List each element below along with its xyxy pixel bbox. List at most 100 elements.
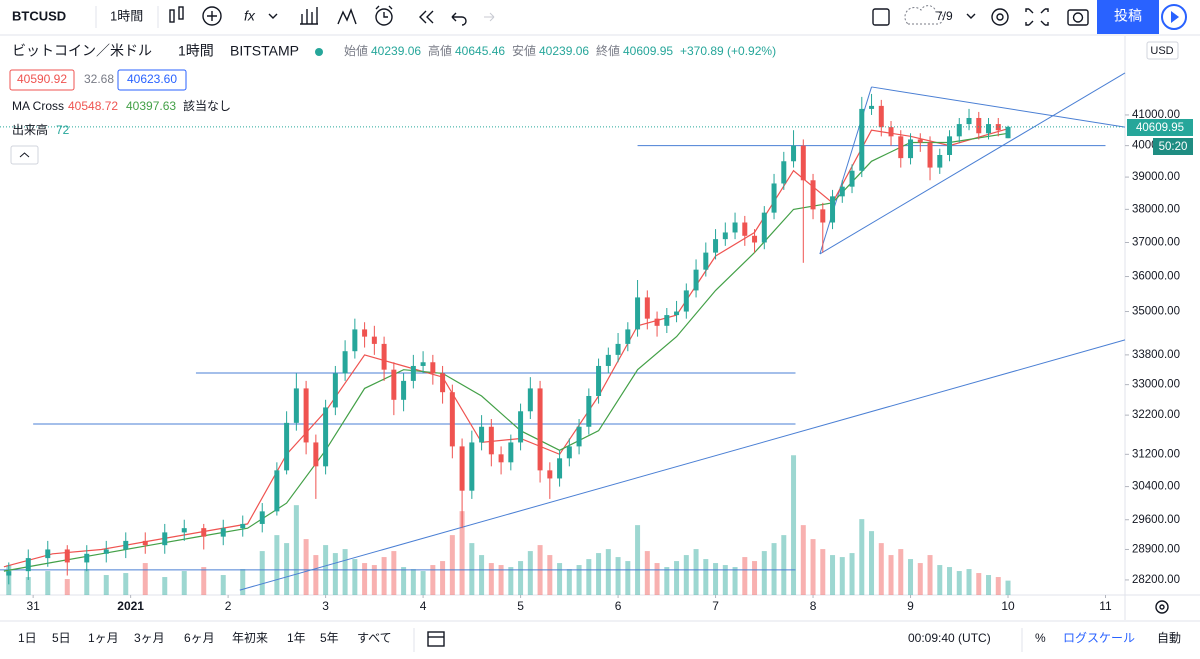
volume-bar [917, 563, 923, 595]
volume-bar [976, 573, 982, 595]
price-labels: USD 40609.95 50:20 [1127, 41, 1193, 155]
redo-icon[interactable] [484, 12, 495, 22]
auto-toggle[interactable]: 自動 [1157, 631, 1181, 645]
range-button[interactable]: 3ヶ月 [134, 631, 165, 645]
percent-toggle[interactable]: % [1035, 631, 1046, 645]
chart-type-icon[interactable] [169, 6, 184, 23]
volume-bar [596, 553, 602, 595]
volume-bar [830, 555, 836, 595]
snapshot-icon[interactable] [1067, 9, 1089, 26]
countdown-box [1153, 138, 1193, 155]
bid-box[interactable] [9, 69, 75, 91]
range-button[interactable]: 1日 [18, 631, 37, 645]
template-icon[interactable] [300, 7, 318, 25]
y-tick-label: 39000.00 [1132, 171, 1180, 183]
indicators-icon[interactable]: fx [244, 8, 256, 24]
candle-body [547, 470, 553, 479]
compare-icon[interactable] [202, 6, 222, 26]
ohlc-value: 40239.06 [539, 44, 589, 58]
volume-bar [440, 561, 446, 595]
bottom-bar: 00:09:40 (UTC) % ログスケール 自動 1日 5日 1ヶ月 3ヶ月 6ヶ月… [0, 620, 1200, 652]
volume-bar [654, 563, 660, 595]
candle-body [693, 269, 699, 291]
play-button[interactable] [1161, 4, 1187, 30]
volume-bar [498, 565, 504, 595]
volume-bar [479, 555, 485, 595]
ohlc-label: 安値 [512, 43, 536, 58]
market-status [315, 48, 323, 56]
volume-bar [615, 557, 621, 595]
fullscreen-icon[interactable] [1025, 8, 1049, 26]
candle-body [6, 571, 12, 576]
volume-bar [401, 567, 407, 595]
legend-interval: 1時間 [178, 43, 214, 59]
ask[interactable]: 40623.60 [127, 72, 177, 86]
candle-body [674, 311, 680, 316]
volume-bar [635, 525, 641, 595]
volume-bar [391, 551, 397, 595]
candle-body [181, 528, 187, 533]
layout-icon[interactable] [872, 8, 890, 26]
volume-bar [742, 557, 748, 595]
volume-name: 出来高 [12, 122, 48, 137]
rewind-icon[interactable] [419, 10, 434, 24]
candle-body [420, 362, 426, 366]
volume-bar [576, 565, 582, 595]
x-tick-label: 7 [712, 599, 719, 613]
candle-body [859, 108, 865, 171]
volume-bar [103, 575, 109, 595]
settings-icon[interactable] [991, 8, 1009, 26]
log-toggle[interactable]: ログスケール [1063, 631, 1135, 645]
toolbar: BTCUSD 1時間 fx 7/9 投稿 [0, 0, 1200, 36]
layouts[interactable]: 7/9 [936, 9, 953, 23]
candle-body [722, 232, 728, 240]
bid[interactable]: 40590.92 [17, 72, 67, 86]
candle-body [625, 329, 631, 344]
undo-icon[interactable] [451, 12, 467, 26]
publish-label[interactable]: 投稿 [1114, 8, 1142, 24]
volume-bar [313, 555, 319, 595]
symbol[interactable]: BTCUSD [12, 8, 66, 23]
range-button[interactable]: 年初来 [232, 631, 268, 645]
candle-body [449, 392, 455, 447]
candle-body [742, 222, 748, 236]
replay-icon[interactable] [337, 8, 357, 25]
range-button[interactable]: 5日 [52, 631, 71, 645]
currency[interactable]: USD [1150, 45, 1173, 57]
candle-body [557, 458, 563, 479]
range-button[interactable]: すべて [357, 631, 392, 645]
dropdown-icon[interactable] [966, 13, 976, 19]
volume-bar [459, 511, 465, 595]
collapse-button[interactable] [10, 145, 39, 165]
currency-box[interactable] [1146, 41, 1179, 60]
cloud-icon[interactable] [904, 5, 944, 25]
ask-box[interactable] [117, 69, 187, 91]
axis-settings-icon[interactable] [1155, 600, 1169, 614]
publish-button[interactable] [1097, 0, 1159, 34]
volume-bar [449, 535, 455, 595]
range-button[interactable]: 5年 [320, 631, 339, 645]
candle-body [342, 351, 348, 374]
dropdown-icon[interactable] [268, 13, 278, 19]
volume-bar [722, 565, 728, 595]
countdown: 50:20 [1159, 141, 1188, 153]
y-tick-label: 28900.00 [1132, 543, 1180, 555]
interval[interactable]: 1時間 [110, 8, 143, 23]
candle-body [352, 329, 358, 352]
range-button[interactable]: 6ヶ月 [184, 631, 215, 645]
volume-bar [142, 563, 148, 595]
clock[interactable]: 00:09:40 (UTC) [908, 631, 991, 645]
volume-bar [947, 567, 953, 595]
candle-body [518, 411, 524, 443]
y-tick-label: 35000.00 [1132, 306, 1180, 318]
volume-bar [488, 563, 494, 595]
candle-body [956, 124, 962, 137]
candle-body [869, 105, 875, 109]
range-button[interactable]: 1ヶ月 [88, 631, 119, 645]
date-range-icon[interactable] [427, 631, 445, 647]
alert-icon[interactable] [375, 5, 393, 26]
range-button[interactable]: 1年 [287, 631, 306, 645]
candle-body [664, 315, 670, 326]
